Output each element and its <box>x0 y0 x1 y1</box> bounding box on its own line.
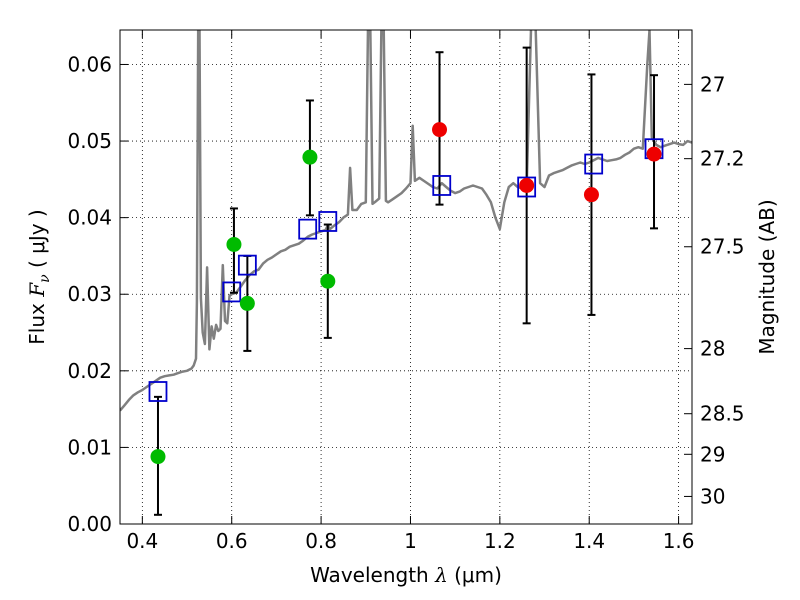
model-photometry-square <box>584 153 604 175</box>
model-photometry-series <box>148 138 664 402</box>
model-photometry-square <box>318 211 338 232</box>
model-photometry-square <box>298 218 318 240</box>
x-axis-title-unit: (μm) <box>454 563 502 587</box>
y-tick-label: 0.05 <box>67 129 112 153</box>
model-photometry-square <box>237 254 257 276</box>
y-tick-label: 0.03 <box>67 282 112 306</box>
x-tick-label: 1.2 <box>484 529 516 553</box>
observed-photometry-point <box>432 122 448 138</box>
x-axis-title: Wavelength λ (μm) <box>310 563 502 587</box>
observed-photometry-point <box>519 177 535 193</box>
model-photometry-square <box>222 281 242 303</box>
y2-tick-label: 27 <box>700 72 725 96</box>
x-tick-label: 1.6 <box>663 529 695 553</box>
y-axis-title: Flux Fν ( μJy ) <box>25 209 53 344</box>
y2-tick-label: 29 <box>700 442 725 466</box>
y-tick-label: 0.06 <box>67 52 112 76</box>
y2-tick-label: 28.5 <box>700 402 745 426</box>
y2-tick-label: 27.2 <box>700 147 745 171</box>
x-tick-label: 0.4 <box>126 529 158 553</box>
y2-tick-label: 30 <box>700 484 725 508</box>
x-axis-title-text: Wavelength <box>310 563 429 587</box>
spectrum-series <box>120 30 692 412</box>
y-tick-label: 0.02 <box>67 359 112 383</box>
y-axis-title-symbol: F <box>25 282 49 298</box>
y2-tick-label: 28 <box>700 337 725 361</box>
observed-photometry-point <box>239 295 255 311</box>
y-axis-title-unit: ( μJy ) <box>25 209 49 268</box>
observed-photometry-point <box>302 149 318 165</box>
y2-axis-title: Magnitude (AB) <box>755 199 779 354</box>
y-axis-title-text: Flux <box>25 303 49 345</box>
y-axis-title-subscript: ν <box>37 274 53 283</box>
observed-photometry-series <box>150 122 662 465</box>
y-tick-label: 0.01 <box>67 435 112 459</box>
y-tick-label: 0.04 <box>67 206 112 230</box>
model-photometry-square <box>148 381 168 402</box>
model-photometry-square <box>517 176 537 198</box>
x-tick-label: 0.8 <box>305 529 337 553</box>
observed-photometry-point <box>320 273 336 289</box>
tick-labels: 0.4 0.6 0.8 1 1.2 1.4 1.6 0.00 0.01 0.02 0.03 0.04 0… <box>67 52 744 553</box>
axis-ticks <box>120 30 692 525</box>
errorbar-series <box>153 46 659 516</box>
observed-photometry-point <box>646 146 662 162</box>
x-tick-label: 0.6 <box>216 529 248 553</box>
observed-photometry-point <box>226 236 242 252</box>
y-tick-label: 0.00 <box>67 512 112 536</box>
observed-photometry-point <box>150 449 166 465</box>
y2-tick-label: 27.5 <box>700 235 745 259</box>
x-tick-label: 1.4 <box>573 529 605 553</box>
x-tick-label: 1 <box>404 529 417 553</box>
x-axis-title-symbol: λ <box>434 563 448 587</box>
model-photometry-square <box>432 175 452 196</box>
spectrum-line <box>120 30 692 412</box>
plot-frame <box>119 29 693 525</box>
observed-photometry-point <box>583 187 599 203</box>
